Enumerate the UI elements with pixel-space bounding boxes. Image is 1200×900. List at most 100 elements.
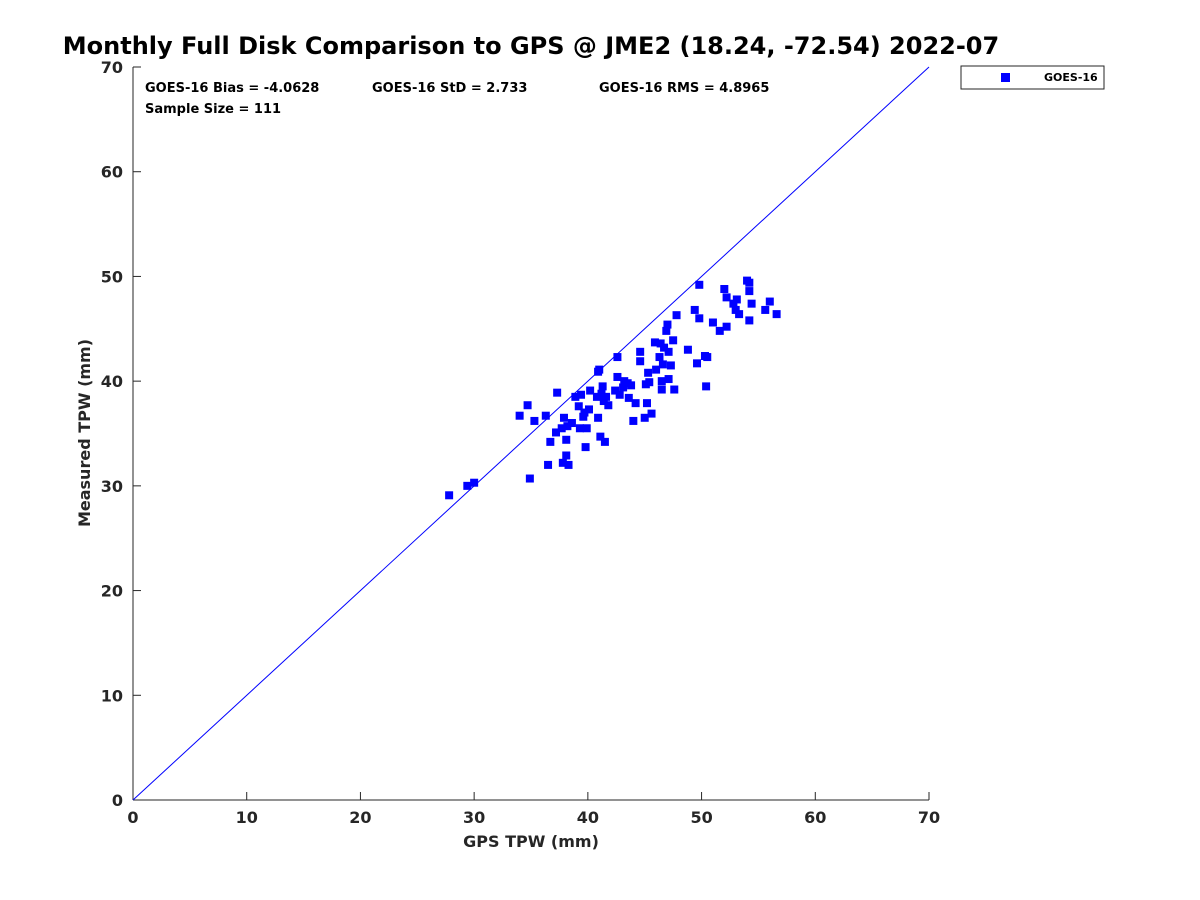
data-point xyxy=(636,347,645,356)
data-point xyxy=(720,284,729,293)
data-point xyxy=(640,413,649,422)
chart-title: Monthly Full Disk Comparison to GPS @ JM… xyxy=(63,32,999,60)
data-point xyxy=(553,388,562,397)
data-point xyxy=(657,377,666,386)
data-point xyxy=(558,458,567,467)
data-point xyxy=(745,287,754,296)
data-point xyxy=(445,491,454,500)
data-point xyxy=(683,345,692,354)
data-point xyxy=(656,339,665,348)
data-point xyxy=(597,389,606,398)
data-point xyxy=(581,443,590,452)
x-tick-label: 0 xyxy=(127,808,138,827)
data-point xyxy=(563,422,572,431)
x-tick-label: 30 xyxy=(463,808,485,827)
y-tick-label: 50 xyxy=(101,267,123,286)
data-point xyxy=(596,432,605,441)
legend: GOES-16 xyxy=(960,65,1105,90)
data-point xyxy=(559,413,568,422)
data-point xyxy=(670,385,679,394)
data-point xyxy=(530,416,539,425)
data-point xyxy=(663,320,672,329)
data-points xyxy=(445,276,781,500)
data-point xyxy=(662,326,671,335)
data-point xyxy=(650,338,659,347)
data-point xyxy=(652,365,661,374)
x-tick-label: 20 xyxy=(349,808,371,827)
rms-annotation: GOES-16 RMS = 4.8965 xyxy=(599,81,769,96)
data-point xyxy=(575,424,584,433)
data-point xyxy=(732,295,741,304)
data-point xyxy=(600,437,609,446)
data-point xyxy=(579,412,588,421)
data-point xyxy=(525,474,534,483)
data-point xyxy=(552,428,561,437)
x-tick-label: 70 xyxy=(918,808,940,827)
data-point xyxy=(602,392,611,401)
data-point xyxy=(463,481,472,490)
data-point xyxy=(595,365,604,374)
one-to-one-reference-line xyxy=(132,66,930,801)
bias-annotation: GOES-16 Bias = -4.0628 xyxy=(145,81,319,96)
y-tick-label: 20 xyxy=(101,582,123,601)
data-point xyxy=(636,357,645,366)
data-point xyxy=(693,359,702,368)
data-point xyxy=(562,435,571,444)
data-point xyxy=(515,411,524,420)
data-point xyxy=(695,280,704,289)
data-point xyxy=(658,360,667,369)
data-point xyxy=(669,336,678,345)
data-point xyxy=(574,402,583,411)
data-point xyxy=(586,386,595,395)
x-tick-label: 40 xyxy=(577,808,599,827)
data-point xyxy=(615,390,624,399)
y-tick-label: 40 xyxy=(101,372,123,391)
data-point xyxy=(523,401,532,410)
data-point xyxy=(577,390,586,399)
data-point xyxy=(708,318,717,327)
data-point xyxy=(624,393,633,402)
data-point xyxy=(747,299,756,308)
data-point xyxy=(642,399,651,408)
data-point xyxy=(664,347,673,356)
data-point xyxy=(613,372,622,381)
data-point xyxy=(644,368,653,377)
data-point xyxy=(703,353,712,362)
data-point xyxy=(631,399,640,408)
std-annotation: GOES-16 StD = 2.733 xyxy=(372,81,527,96)
data-point xyxy=(731,305,740,314)
data-point xyxy=(580,408,589,417)
data-point xyxy=(695,314,704,323)
x-tick-label: 60 xyxy=(804,808,826,827)
data-point xyxy=(729,299,738,308)
data-point xyxy=(645,378,654,387)
data-point xyxy=(571,392,580,401)
data-point xyxy=(722,322,731,331)
data-point xyxy=(657,385,666,394)
data-point xyxy=(722,293,731,302)
y-tick-label: 10 xyxy=(101,686,123,705)
data-point xyxy=(619,383,628,392)
data-point xyxy=(592,392,601,401)
data-point xyxy=(761,305,770,314)
legend-box xyxy=(960,65,1105,90)
data-point xyxy=(772,310,781,319)
y-tick-label: 30 xyxy=(101,477,123,496)
legend-square-marker-icon xyxy=(1001,73,1010,82)
data-point xyxy=(745,278,754,287)
data-point xyxy=(765,297,774,306)
data-point xyxy=(564,460,573,469)
data-point xyxy=(629,416,638,425)
sample-size-annotation: Sample Size = 111 xyxy=(145,102,281,117)
data-point xyxy=(702,382,711,391)
data-point xyxy=(544,460,553,469)
data-point xyxy=(562,451,571,460)
data-point xyxy=(584,405,593,414)
y-tick-label: 0 xyxy=(112,791,123,810)
data-point xyxy=(660,343,669,352)
data-point xyxy=(690,305,699,314)
data-point xyxy=(613,353,622,362)
data-point xyxy=(715,326,724,335)
data-point xyxy=(672,311,681,320)
